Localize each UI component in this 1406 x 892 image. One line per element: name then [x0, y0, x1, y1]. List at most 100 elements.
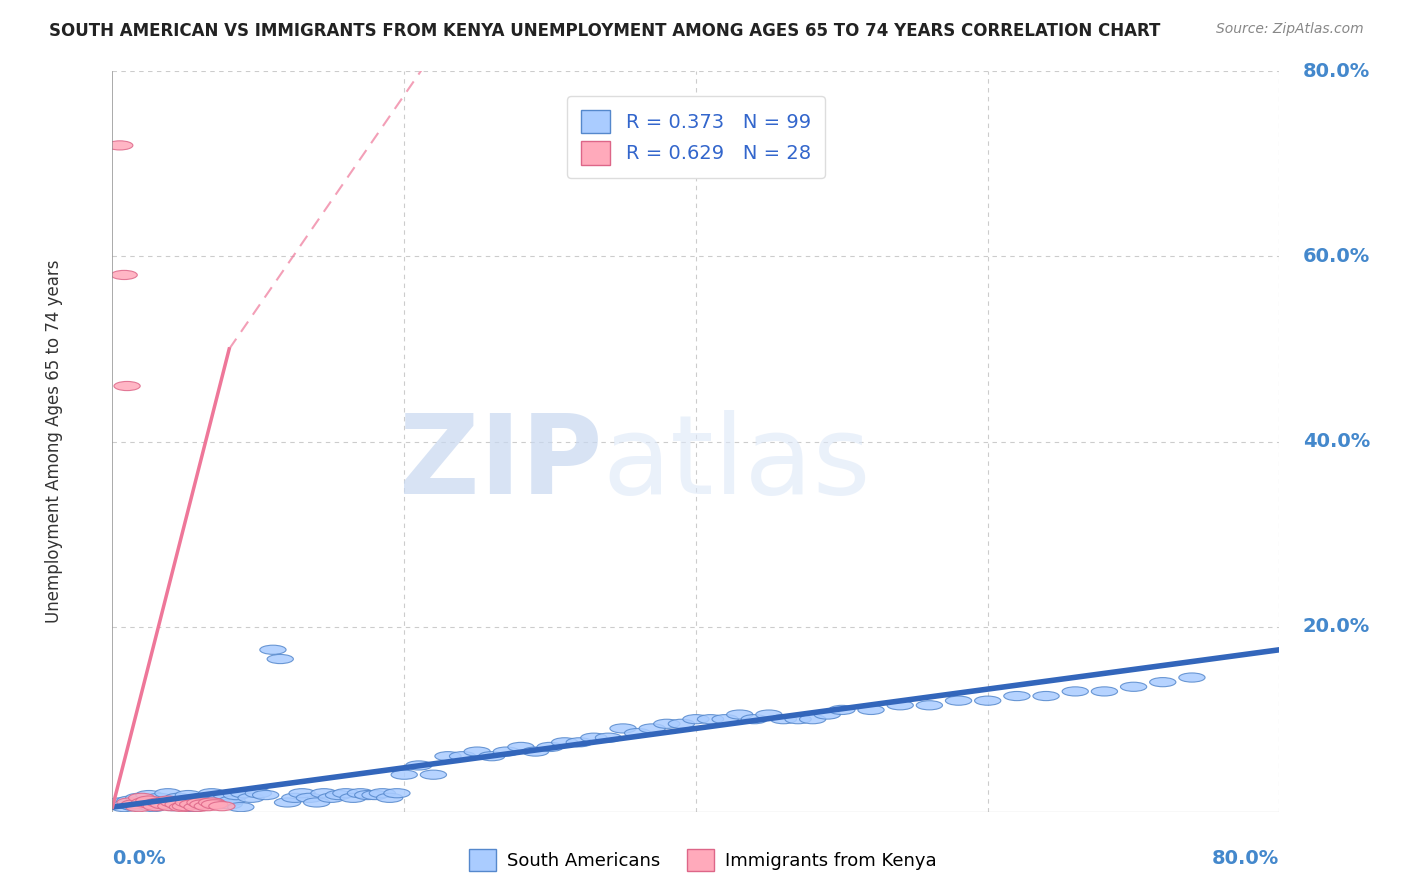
Ellipse shape: [567, 738, 592, 747]
Ellipse shape: [107, 141, 134, 150]
Ellipse shape: [274, 797, 301, 807]
Ellipse shape: [464, 747, 491, 756]
Ellipse shape: [318, 793, 344, 803]
Ellipse shape: [741, 714, 768, 723]
Ellipse shape: [917, 701, 942, 710]
Ellipse shape: [107, 797, 134, 807]
Ellipse shape: [785, 714, 811, 723]
Ellipse shape: [173, 802, 198, 811]
Text: 20.0%: 20.0%: [1303, 617, 1369, 636]
Ellipse shape: [228, 803, 254, 812]
Ellipse shape: [333, 789, 359, 797]
Legend: R = 0.373   N = 99, R = 0.629   N = 28: R = 0.373 N = 99, R = 0.629 N = 28: [568, 95, 824, 178]
Ellipse shape: [311, 789, 337, 797]
Ellipse shape: [523, 747, 548, 756]
Ellipse shape: [128, 793, 155, 803]
Ellipse shape: [340, 793, 367, 803]
Ellipse shape: [214, 790, 239, 799]
Ellipse shape: [141, 800, 166, 809]
Ellipse shape: [370, 789, 395, 797]
Ellipse shape: [117, 797, 143, 807]
Ellipse shape: [204, 800, 231, 809]
Ellipse shape: [347, 789, 374, 797]
Ellipse shape: [683, 714, 709, 723]
Ellipse shape: [169, 803, 195, 812]
Ellipse shape: [131, 797, 157, 807]
Text: 80.0%: 80.0%: [1303, 62, 1369, 81]
Ellipse shape: [198, 789, 225, 797]
Ellipse shape: [184, 797, 211, 807]
Ellipse shape: [1062, 687, 1088, 696]
Ellipse shape: [165, 793, 191, 803]
Ellipse shape: [325, 790, 352, 799]
Ellipse shape: [391, 770, 418, 780]
Ellipse shape: [169, 797, 195, 807]
Ellipse shape: [537, 742, 564, 752]
Ellipse shape: [111, 803, 138, 812]
Ellipse shape: [190, 800, 217, 809]
Ellipse shape: [157, 796, 184, 805]
Ellipse shape: [190, 793, 217, 803]
Ellipse shape: [756, 710, 782, 719]
Ellipse shape: [121, 802, 148, 811]
Ellipse shape: [143, 797, 169, 807]
Ellipse shape: [155, 796, 181, 805]
Ellipse shape: [180, 803, 205, 812]
Ellipse shape: [290, 789, 315, 797]
Ellipse shape: [281, 793, 308, 803]
Ellipse shape: [136, 796, 162, 805]
Ellipse shape: [1033, 691, 1059, 700]
Ellipse shape: [727, 710, 752, 719]
Ellipse shape: [1091, 687, 1118, 696]
Ellipse shape: [508, 742, 534, 752]
Ellipse shape: [194, 796, 221, 805]
Ellipse shape: [384, 789, 411, 797]
Ellipse shape: [160, 802, 187, 811]
Ellipse shape: [231, 789, 257, 797]
Ellipse shape: [143, 802, 169, 811]
Text: Unemployment Among Ages 65 to 74 years: Unemployment Among Ages 65 to 74 years: [45, 260, 63, 624]
Ellipse shape: [150, 800, 177, 809]
Ellipse shape: [406, 761, 432, 770]
Ellipse shape: [217, 800, 242, 809]
Ellipse shape: [117, 796, 143, 805]
Ellipse shape: [187, 800, 214, 809]
Ellipse shape: [770, 714, 797, 723]
Ellipse shape: [654, 719, 681, 729]
Text: SOUTH AMERICAN VS IMMIGRANTS FROM KENYA UNEMPLOYMENT AMONG AGES 65 TO 74 YEARS C: SOUTH AMERICAN VS IMMIGRANTS FROM KENYA …: [49, 22, 1160, 40]
Ellipse shape: [176, 790, 201, 799]
Ellipse shape: [828, 706, 855, 714]
Ellipse shape: [128, 800, 155, 809]
Ellipse shape: [238, 793, 264, 803]
Ellipse shape: [697, 714, 724, 723]
Ellipse shape: [595, 733, 621, 742]
Ellipse shape: [198, 797, 225, 807]
Ellipse shape: [219, 796, 245, 805]
Ellipse shape: [1150, 678, 1175, 687]
Ellipse shape: [125, 793, 152, 803]
Ellipse shape: [887, 701, 914, 710]
Ellipse shape: [610, 723, 636, 733]
Ellipse shape: [304, 797, 330, 807]
Ellipse shape: [180, 800, 205, 809]
Text: 80.0%: 80.0%: [1212, 849, 1279, 868]
Ellipse shape: [224, 790, 250, 799]
Text: ZIP: ZIP: [399, 410, 603, 517]
Ellipse shape: [125, 803, 152, 812]
Ellipse shape: [814, 710, 841, 719]
Ellipse shape: [478, 752, 505, 761]
Ellipse shape: [1004, 691, 1031, 700]
Ellipse shape: [173, 796, 198, 805]
Ellipse shape: [297, 793, 322, 803]
Ellipse shape: [131, 797, 157, 807]
Ellipse shape: [121, 800, 148, 809]
Ellipse shape: [184, 803, 211, 812]
Ellipse shape: [201, 800, 228, 809]
Text: 40.0%: 40.0%: [1303, 432, 1369, 451]
Ellipse shape: [434, 752, 461, 761]
Ellipse shape: [551, 738, 578, 747]
Text: atlas: atlas: [603, 410, 872, 517]
Ellipse shape: [858, 706, 884, 714]
Ellipse shape: [450, 752, 475, 761]
Ellipse shape: [160, 797, 187, 807]
